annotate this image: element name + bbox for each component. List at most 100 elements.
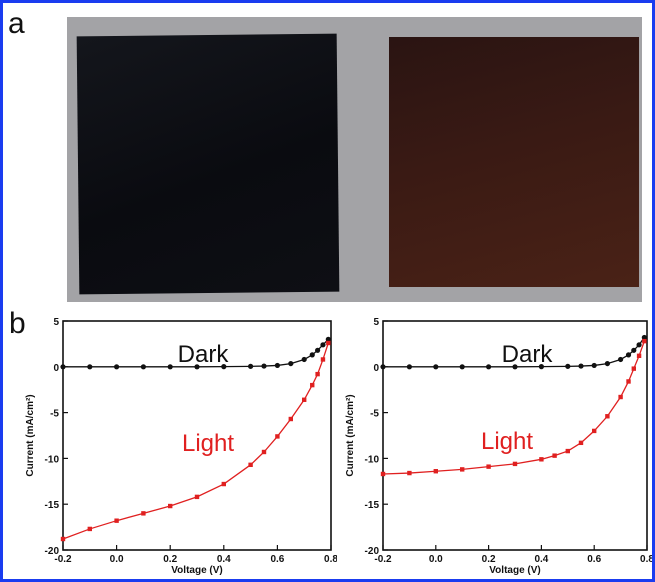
x-tick-label: 0.2 xyxy=(482,554,496,565)
x-tick-label: 0.2 xyxy=(163,554,177,565)
black-film-sample xyxy=(76,33,340,295)
dark-point xyxy=(641,334,647,341)
x-tick-label: 0.8 xyxy=(324,554,337,565)
light-point xyxy=(114,518,119,523)
dark-point xyxy=(631,347,637,353)
series-line-dark xyxy=(383,337,645,368)
brown-film-sample xyxy=(389,37,639,287)
y-tick-label: 5 xyxy=(53,317,59,328)
annotation-light: Light xyxy=(182,430,234,457)
light-point xyxy=(275,434,280,439)
light-point xyxy=(565,448,570,454)
dark-point xyxy=(301,356,307,363)
dark-point xyxy=(433,364,439,370)
y-tick-label: -15 xyxy=(365,500,380,511)
dark-point xyxy=(248,363,254,369)
light-point xyxy=(221,481,226,487)
dark-point xyxy=(194,364,200,370)
x-tick-label: 0.8 xyxy=(640,554,652,565)
x-tick-label: -0.2 xyxy=(374,554,392,565)
x-tick-label: 0.4 xyxy=(217,554,231,565)
dark-point xyxy=(618,356,624,363)
dark-point xyxy=(60,364,66,370)
x-tick-label: -0.2 xyxy=(54,554,72,565)
light-point xyxy=(320,357,326,362)
light-point xyxy=(552,453,557,458)
dark-point xyxy=(288,360,294,367)
dark-point xyxy=(325,336,331,342)
dark-point xyxy=(636,342,642,348)
x-tick-label: 0.6 xyxy=(270,554,284,565)
x-tick-label: 0.0 xyxy=(110,554,124,565)
y-tick-label: -15 xyxy=(45,500,60,511)
dark-point xyxy=(309,352,315,358)
dark-point xyxy=(604,360,610,367)
light-point xyxy=(539,457,544,462)
light-point xyxy=(288,416,293,422)
light-point xyxy=(407,470,412,476)
sample-photo xyxy=(67,17,642,302)
dark-point xyxy=(538,364,544,370)
plot-area xyxy=(62,320,332,551)
light-point xyxy=(302,397,307,402)
light-point xyxy=(618,394,623,400)
light-point xyxy=(310,382,315,388)
light-point xyxy=(326,340,331,346)
light-point xyxy=(642,338,647,344)
dark-point xyxy=(167,364,173,370)
dark-point xyxy=(486,364,492,370)
dark-point xyxy=(459,364,465,370)
panel-label-a: a xyxy=(8,7,25,40)
light-point xyxy=(194,494,200,500)
light-point xyxy=(315,371,320,377)
dark-point xyxy=(114,364,120,370)
light-point xyxy=(592,428,597,434)
light-point xyxy=(512,461,518,467)
y-tick-label: -20 xyxy=(365,546,380,557)
y-tick-label: 5 xyxy=(373,317,379,328)
y-axis-label: Current (mA/cm²) xyxy=(345,394,356,476)
light-point xyxy=(578,440,584,446)
y-tick-label: -20 xyxy=(45,546,60,557)
panel-label-b: b xyxy=(9,307,26,340)
dark-point xyxy=(406,364,412,370)
light-point xyxy=(486,464,491,469)
light-point xyxy=(626,379,631,384)
y-axis-label: Current (mA/cm²) xyxy=(25,394,36,476)
y-tick-label: -5 xyxy=(50,409,59,420)
y-tick-label: -10 xyxy=(45,454,60,465)
annotation-light: Light xyxy=(481,428,533,455)
light-point xyxy=(631,366,636,371)
light-point xyxy=(60,536,66,542)
plot-area xyxy=(382,320,648,551)
dark-point xyxy=(221,364,227,370)
y-tick-label: -10 xyxy=(365,454,380,465)
dark-point xyxy=(380,364,386,370)
light-point xyxy=(460,467,465,472)
light-point xyxy=(433,469,438,474)
y-tick-label: 0 xyxy=(53,363,59,374)
light-point xyxy=(605,414,610,419)
annotation-dark: Dark xyxy=(502,341,554,368)
dark-point xyxy=(87,364,93,370)
x-axis-label: Voltage (V) xyxy=(489,565,540,576)
annotation-dark: Dark xyxy=(178,341,230,368)
y-tick-label: 0 xyxy=(373,363,379,374)
dark-point xyxy=(261,363,267,369)
dark-point xyxy=(140,364,146,370)
light-point xyxy=(261,449,267,455)
light-point xyxy=(380,471,386,477)
dark-point xyxy=(320,342,326,348)
light-point xyxy=(168,503,173,509)
dark-point xyxy=(625,352,632,358)
dark-point xyxy=(274,362,280,369)
light-point xyxy=(636,353,642,359)
dark-point xyxy=(315,347,321,353)
light-point xyxy=(141,511,146,516)
dark-point xyxy=(591,362,597,369)
jv-chart-left: -0.2 0.0 0.2 0.4 0.6 0.8 5 0 -5 -10 -15 -20 Voltage … xyxy=(25,317,337,576)
dark-point xyxy=(578,363,584,369)
x-axis-label: Voltage (V) xyxy=(171,565,222,576)
y-tick-label: -5 xyxy=(370,409,379,420)
